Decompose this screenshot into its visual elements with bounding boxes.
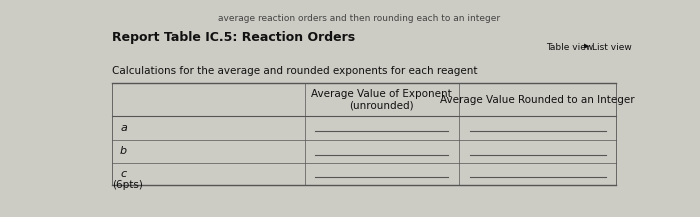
Text: Calculations for the average and rounded exponents for each reagent: Calculations for the average and rounded… — [112, 66, 477, 76]
Text: c: c — [120, 169, 126, 179]
Text: a: a — [120, 123, 127, 133]
Text: Average Value Rounded to an Integer: Average Value Rounded to an Integer — [440, 95, 635, 105]
Text: ▶: ▶ — [584, 43, 589, 49]
Text: Table view: Table view — [546, 43, 593, 52]
Text: b: b — [120, 146, 127, 156]
Text: Report Table IC.5: Reaction Orders: Report Table IC.5: Reaction Orders — [112, 31, 355, 44]
Text: average reaction orders and then rounding each to an integer: average reaction orders and then roundin… — [218, 14, 500, 23]
Text: (6pts): (6pts) — [112, 180, 143, 190]
Text: List view: List view — [592, 43, 632, 52]
Text: Average Value of Exponent
(unrounded): Average Value of Exponent (unrounded) — [312, 89, 452, 110]
